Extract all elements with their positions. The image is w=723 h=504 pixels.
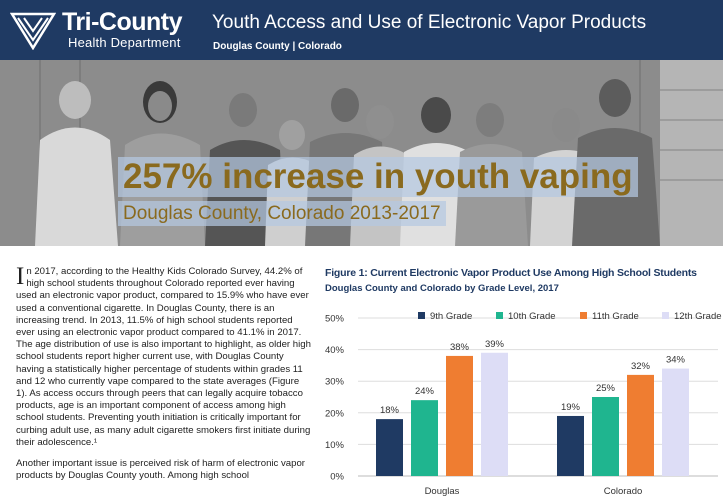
legend-label: 12th Grade <box>674 311 722 322</box>
figure-subtitle: Douglas County and Colorado by Grade Lev… <box>325 283 559 294</box>
students-photo-banner: 257% increase in youth vaping Douglas Co… <box>0 60 723 246</box>
bar-value-label: 38% <box>450 342 470 353</box>
bar <box>446 355 473 476</box>
y-tick-label: 20% <box>325 408 345 419</box>
x-category-label: Colorado <box>604 486 643 497</box>
y-tick-label: 10% <box>325 440 345 451</box>
legend-label: 9th Grade <box>430 311 472 322</box>
bar-value-label: 39% <box>485 339 505 350</box>
org-name: Tri-County <box>62 8 183 36</box>
y-tick-label: 0% <box>330 472 344 483</box>
article-paragraph-2: Another important issue is perceived ris… <box>16 458 306 482</box>
legend-swatch <box>580 312 587 319</box>
figure-title: Figure 1: Current Electronic Vapor Produ… <box>325 267 697 279</box>
bar-value-label: 24% <box>415 386 435 397</box>
y-tick-label: 30% <box>325 377 345 388</box>
bar <box>411 400 438 476</box>
legend-swatch <box>662 312 669 319</box>
org-department: Health Department <box>68 35 181 50</box>
drop-cap: I <box>16 263 25 290</box>
bar <box>592 397 619 476</box>
legend-swatch <box>496 312 503 319</box>
bar-value-label: 34% <box>666 355 686 366</box>
subheadline-box: Douglas County, Colorado 2013-2017 <box>118 201 446 226</box>
report-location: Douglas County | Colorado <box>213 41 342 52</box>
y-tick-label: 50% <box>325 314 345 325</box>
headline: 257% increase in youth vaping <box>123 157 633 196</box>
article-paragraph-1-text: n 2017, according to the Healthy Kids Co… <box>16 266 311 448</box>
bar-value-label: 32% <box>631 361 651 372</box>
bar-value-label: 18% <box>380 405 400 416</box>
tri-county-mark-icon <box>10 12 56 50</box>
bar-value-label: 25% <box>596 383 616 394</box>
subheadline: Douglas County, Colorado 2013-2017 <box>123 203 441 224</box>
bar <box>627 374 654 476</box>
legend-label: 11th Grade <box>592 311 639 322</box>
report-title: Youth Access and Use of Electronic Vapor… <box>212 12 647 33</box>
bar <box>481 352 508 476</box>
x-category-label: Douglas <box>425 486 460 497</box>
bar <box>662 368 689 476</box>
y-tick-label: 40% <box>325 345 345 356</box>
headline-box: 257% increase in youth vaping <box>118 157 638 197</box>
report-header: Tri-County Health Department Youth Acces… <box>0 0 723 60</box>
legend-swatch <box>418 312 425 319</box>
tri-county-logo: Tri-County Health Department <box>10 6 200 54</box>
bar-value-label: 19% <box>561 402 581 413</box>
bar <box>376 419 403 476</box>
grade-level-bar-chart: 0% 10% 20% 30% 40% 50% 9th Grade 10th Grade 11th… <box>325 311 722 497</box>
bar <box>557 415 584 476</box>
legend-label: 10th Grade <box>508 311 556 322</box>
